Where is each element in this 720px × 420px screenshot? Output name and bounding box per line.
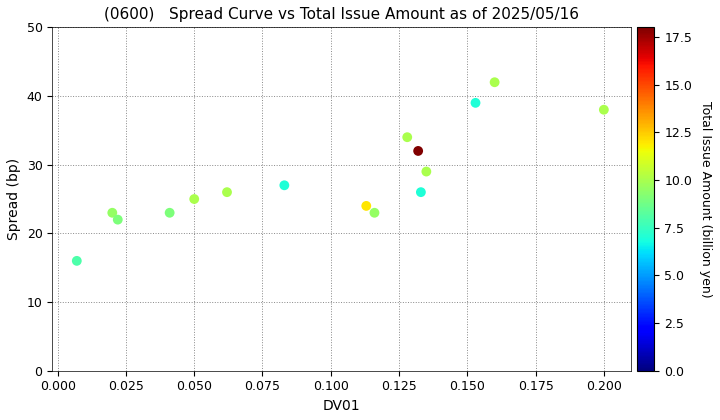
Y-axis label: Spread (bp): Spread (bp): [7, 158, 21, 240]
Point: [164, 210, 176, 216]
Title: (0600)   Spread Curve vs Total Issue Amount as of 2025/05/16: (0600) Spread Curve vs Total Issue Amoun…: [104, 7, 579, 22]
Point: [189, 196, 200, 202]
Point: [598, 106, 610, 113]
Point: [107, 210, 118, 216]
Point: [415, 189, 427, 196]
Point: [279, 182, 290, 189]
Point: [71, 257, 83, 264]
Y-axis label: Total Issue Amount (billion yen): Total Issue Amount (billion yen): [698, 101, 711, 297]
Point: [420, 168, 432, 175]
X-axis label: DV01: DV01: [323, 399, 361, 413]
Point: [469, 100, 481, 106]
Point: [112, 216, 124, 223]
Point: [489, 79, 500, 86]
Point: [369, 210, 380, 216]
Point: [413, 147, 424, 154]
Point: [402, 134, 413, 141]
Point: [361, 202, 372, 209]
Point: [221, 189, 233, 196]
